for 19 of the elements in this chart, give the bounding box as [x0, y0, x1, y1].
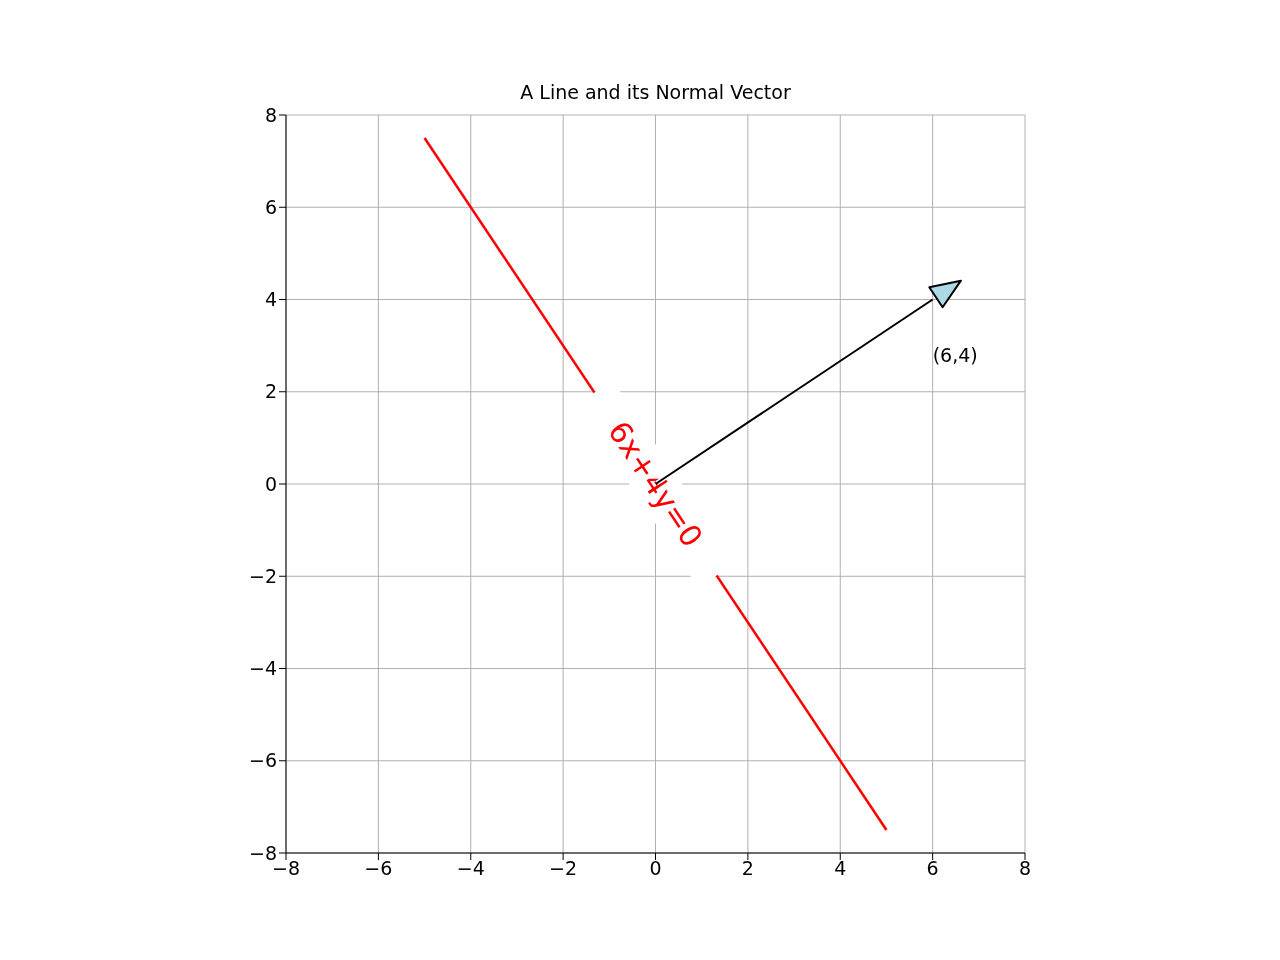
x-tick-label: −2: [549, 857, 578, 880]
y-tick-label: −2: [248, 564, 277, 587]
y-tick-label: 6: [264, 195, 277, 218]
chart-title: A Line and its Normal Vector: [519, 81, 792, 103]
x-tick-label: 0: [649, 857, 662, 880]
y-tick-label: 0: [264, 472, 277, 495]
x-tick-label: −4: [456, 857, 485, 880]
y-tick-label: 8: [264, 103, 277, 126]
x-tick-label: −6: [364, 857, 393, 880]
x-tick-label: 6: [926, 857, 939, 880]
annotation: (6,4): [932, 343, 978, 366]
y-tick-label: −6: [248, 749, 277, 772]
x-tick-label: 8: [1018, 857, 1032, 880]
y-tick-label: −8: [248, 841, 277, 864]
y-tick-label: −4: [248, 657, 277, 680]
y-tick-label: 2: [264, 380, 277, 403]
y-tick-label: 4: [264, 288, 277, 311]
x-tick-label: 4: [834, 857, 847, 880]
x-tick-label: 2: [741, 857, 754, 880]
